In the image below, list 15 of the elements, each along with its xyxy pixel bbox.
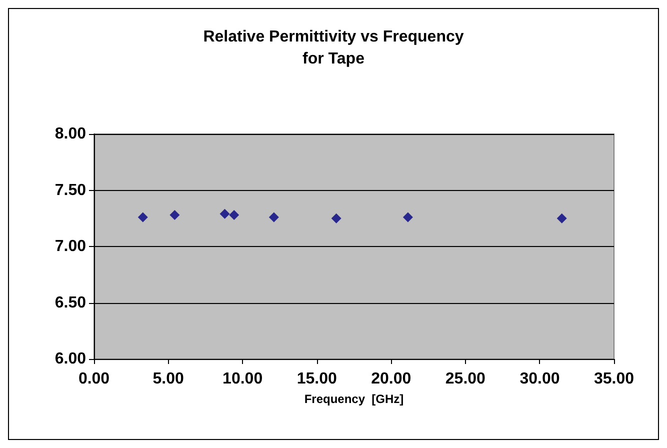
y-tick-label: 6.50 [54, 294, 86, 312]
y-tick-label: 7.00 [54, 238, 86, 255]
x-tick-label: 20.00 [371, 370, 412, 388]
x-tick-label: 30.00 [520, 370, 560, 388]
x-tick-label: 25.00 [445, 370, 486, 388]
x-tick-label: 0.00 [78, 370, 110, 388]
y-tick-label: 6.00 [54, 350, 86, 368]
x-tick-label: 35.00 [594, 370, 634, 388]
x-tick-label: 5.00 [152, 370, 184, 388]
chart-title: Relative Permittivity vs Frequency for Tape [203, 28, 464, 68]
y-tick-label: 7.50 [54, 182, 86, 199]
y-tick-label: 8.00 [54, 126, 86, 142]
x-axis-title: Frequency [GHz] [304, 392, 404, 406]
x-tick-label: 15.00 [296, 370, 337, 388]
x-tick-label: 10.00 [222, 370, 263, 388]
